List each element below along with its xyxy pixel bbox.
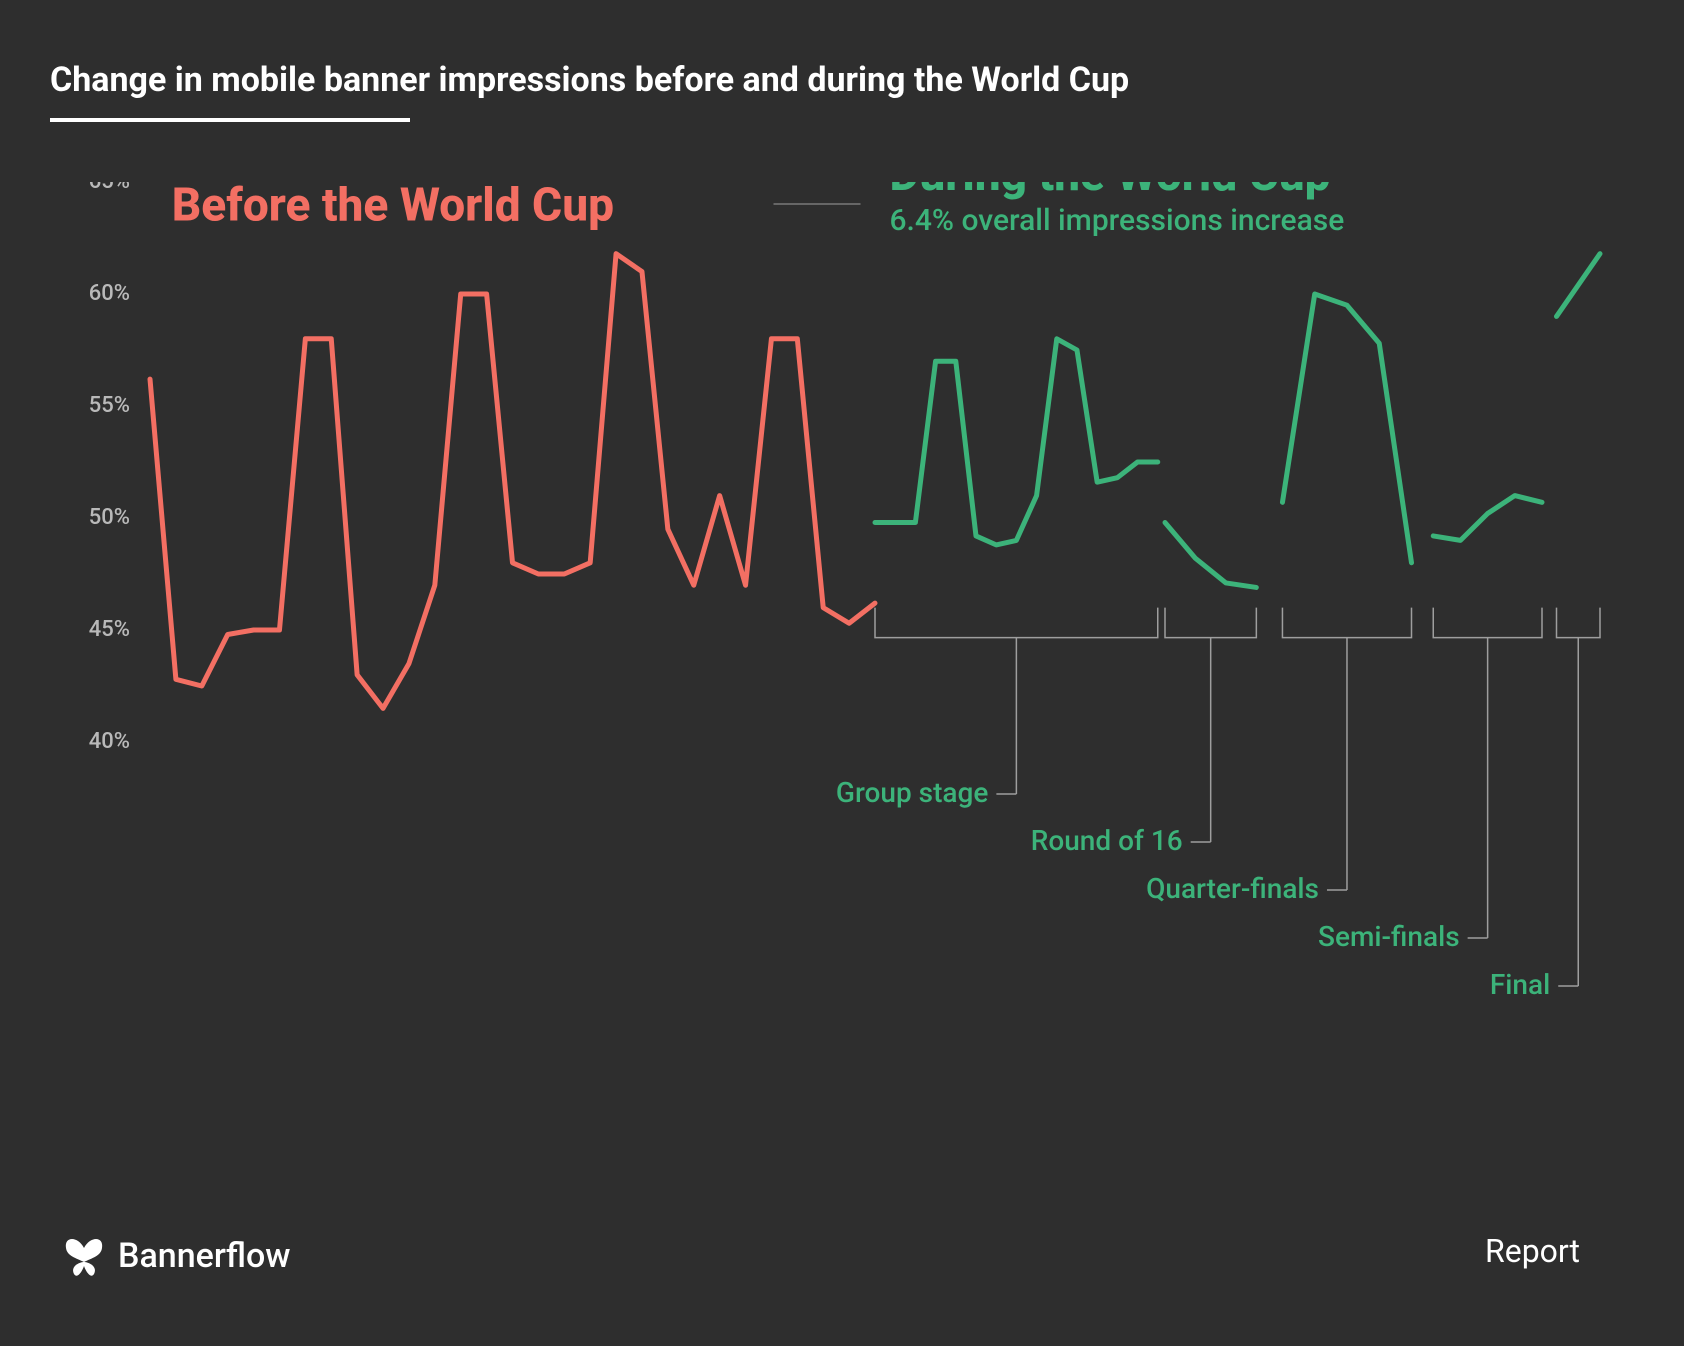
svg-text:45%: 45% xyxy=(89,617,130,642)
svg-text:60%: 60% xyxy=(89,281,130,306)
svg-text:55%: 55% xyxy=(89,393,130,418)
svg-text:Group stage: Group stage xyxy=(836,776,988,809)
brand: Bannerflow xyxy=(60,1232,291,1280)
svg-text:6.4% overall impressions incre: 6.4% overall impressions increase xyxy=(890,203,1345,238)
svg-text:40%: 40% xyxy=(89,729,130,754)
svg-text:50%: 50% xyxy=(89,505,130,530)
svg-text:Quarter-finals: Quarter-finals xyxy=(1146,872,1319,905)
svg-text:During the World Cup: During the World Cup xyxy=(890,182,1331,202)
chart-panel: Change in mobile banner impressions befo… xyxy=(50,40,1610,1300)
svg-text:65%: 65% xyxy=(89,182,130,194)
report-label: Report xyxy=(1485,1232,1580,1270)
butterfly-icon xyxy=(60,1232,108,1280)
footer: Bannerflow Report xyxy=(50,1200,1610,1280)
svg-text:Semi-finals: Semi-finals xyxy=(1318,920,1460,953)
line-chart-svg: 40% 45% 50% 55% 60% 65% Before the World Cup Du… xyxy=(50,182,1610,1002)
svg-text:Final: Final xyxy=(1490,968,1550,1001)
brand-name: Bannerflow xyxy=(118,1236,291,1276)
chart-title: Change in mobile banner impressions befo… xyxy=(50,60,1610,100)
title-underline xyxy=(50,118,410,122)
chart-area: 40% 45% 50% 55% 60% 65% Before the World Cup Du… xyxy=(50,182,1610,1002)
svg-text:Round of 16: Round of 16 xyxy=(1031,824,1183,857)
svg-text:Before the World Cup: Before the World Cup xyxy=(172,182,614,232)
